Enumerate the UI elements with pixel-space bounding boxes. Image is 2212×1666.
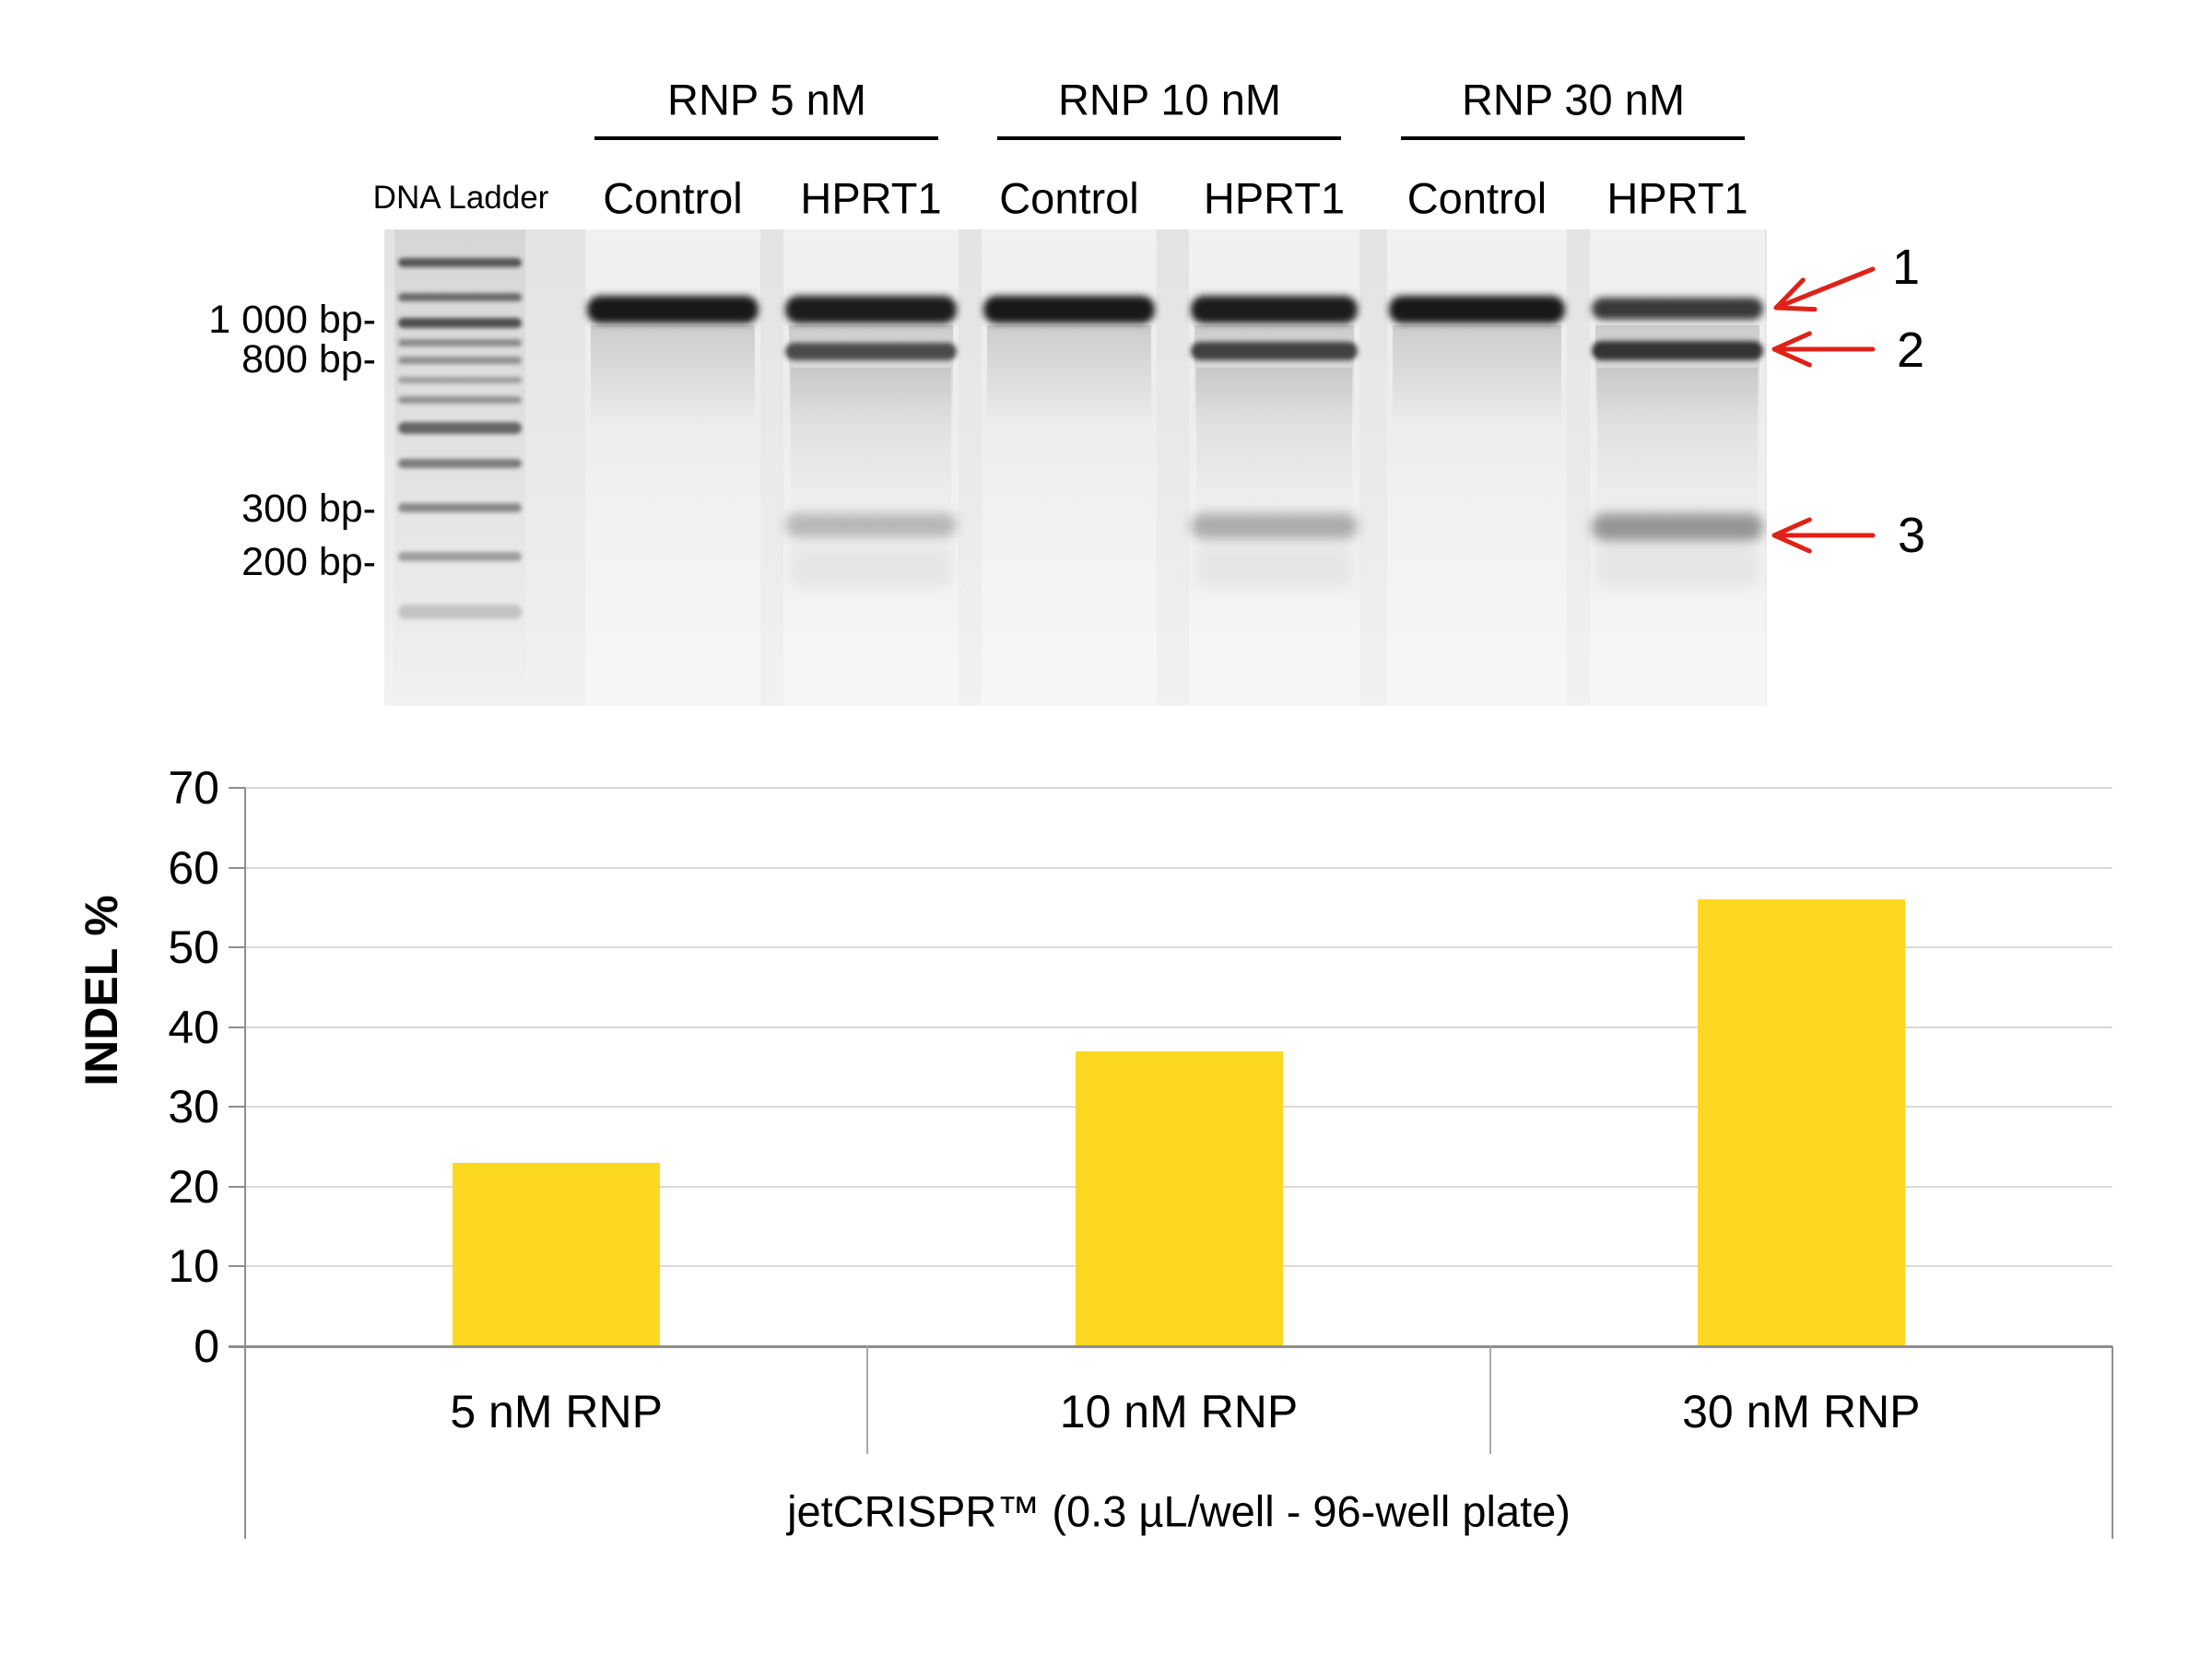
bar-5-nM-RNP (453, 1162, 661, 1346)
ladder-band (398, 339, 522, 346)
bp-marker-label: 200 bp- (241, 540, 376, 584)
ladder-band (398, 459, 522, 468)
bp-marker-label: 800 bp- (241, 337, 376, 381)
x-category-label: 10 nM RNP (1059, 1386, 1299, 1437)
y-axis-tick (229, 866, 245, 869)
gel-group-underline (594, 136, 938, 140)
x-category-label: 30 nM RNP (1682, 1386, 1921, 1437)
y-axis-tick-label: 30 (168, 1081, 219, 1133)
bp-marker-label: 1 000 bp- (208, 298, 376, 342)
gel-lane-label: HPRT1 (800, 173, 942, 223)
gel-band (1592, 513, 1763, 541)
x-axis-line (229, 1345, 2112, 1348)
gridline (245, 946, 2112, 949)
dna-ladder-label: DNA Ladder (372, 180, 549, 216)
ladder-band (398, 376, 522, 383)
y-axis-tick (229, 1345, 245, 1347)
ladder-band (398, 396, 522, 404)
arrow-number-2: 2 (1896, 323, 1925, 378)
y-axis-tick (229, 1265, 245, 1268)
gridline (245, 787, 2112, 789)
gel-group-underline (997, 136, 1341, 140)
ladder-band (398, 552, 522, 561)
arrow-number-3: 3 (1897, 508, 1926, 563)
gel-smear (791, 368, 951, 524)
y-axis-tick (229, 787, 245, 789)
gel-band (785, 296, 957, 323)
gel-smear (1393, 325, 1561, 427)
bp-marker-label: 300 bp- (241, 487, 376, 531)
gel-lane (783, 229, 959, 706)
gel-band (1191, 342, 1358, 360)
arrow-3 (1771, 517, 1876, 554)
gel-lane (1387, 229, 1567, 706)
gel-smear (1196, 368, 1352, 524)
y-axis-tick (229, 946, 245, 949)
ladder-band (398, 258, 522, 267)
gel-smear (1597, 368, 1758, 524)
gel-group-label: RNP 5 nM (667, 75, 866, 124)
y-axis-tick-label: 70 (168, 762, 219, 814)
gel-group-label: RNP 10 nM (1057, 75, 1282, 124)
gel-smear (1597, 548, 1758, 587)
gel-band (1191, 513, 1358, 539)
y-axis-tick-label: 0 (194, 1320, 219, 1372)
gel-lane (585, 229, 760, 706)
gel-smear (791, 548, 951, 587)
arrow-number-1: 1 (1891, 240, 1921, 295)
ladder-band (398, 604, 522, 619)
gel-group-label: RNP 30 nM (1461, 75, 1686, 124)
ladder-band (398, 503, 522, 512)
y-axis-tick-label: 40 (168, 1001, 219, 1053)
gel-lane-label: Control (999, 173, 1139, 223)
gel-smear (1196, 548, 1352, 587)
gel-band (1389, 296, 1565, 323)
gel-group-underline (1401, 136, 1745, 140)
y-axis-tick-label: 60 (168, 841, 219, 894)
y-axis-tick (229, 1106, 245, 1109)
bar-10-nM-RNP (1075, 1050, 1283, 1346)
ladder-band (398, 317, 522, 328)
gridline (245, 1026, 2112, 1028)
gel-band (1592, 298, 1763, 320)
arrow-2 (1771, 331, 1876, 368)
gel-smear (789, 325, 953, 427)
gel-lane-label: Control (1406, 173, 1547, 223)
category-separator (1488, 1346, 1491, 1454)
gel-band (1592, 340, 1763, 360)
x-axis-title: jetCRISPR™ (0.3 µL/well - 96-well plate) (787, 1486, 1571, 1536)
gel-band (983, 296, 1155, 323)
y-axis-tick-label: 10 (168, 1240, 219, 1293)
gel-image (384, 229, 1767, 706)
gel-lane (982, 229, 1157, 706)
bar-30-nM-RNP (1697, 899, 1905, 1346)
gridline (245, 866, 2112, 869)
y-axis-tick (229, 1026, 245, 1028)
gel-band (1191, 296, 1358, 323)
y-axis-line (244, 788, 246, 1539)
gel-band (785, 342, 957, 360)
ladder-band (398, 292, 522, 301)
ladder-band (398, 421, 522, 434)
gel-band (587, 296, 759, 323)
gel-band (785, 513, 957, 537)
plot-right-border (2112, 1346, 2113, 1539)
gel-lane-label: Control (603, 173, 743, 223)
gel-lane-label: HPRT1 (1203, 173, 1346, 223)
gel-lane (1590, 229, 1765, 706)
y-axis-tick-label: 20 (168, 1160, 219, 1213)
y-axis-tick-label: 50 (168, 921, 219, 974)
ladder-lane (394, 229, 525, 706)
y-axis-tick (229, 1185, 245, 1188)
gel-lane (1189, 229, 1359, 706)
gel-smear (591, 325, 755, 427)
arrow-1 (1773, 266, 1876, 312)
gel-lane-label: HPRT1 (1606, 173, 1748, 223)
x-category-label: 5 nM RNP (450, 1386, 663, 1437)
category-separator (866, 1346, 869, 1454)
gel-smear (987, 325, 1151, 427)
ladder-band (398, 357, 522, 364)
